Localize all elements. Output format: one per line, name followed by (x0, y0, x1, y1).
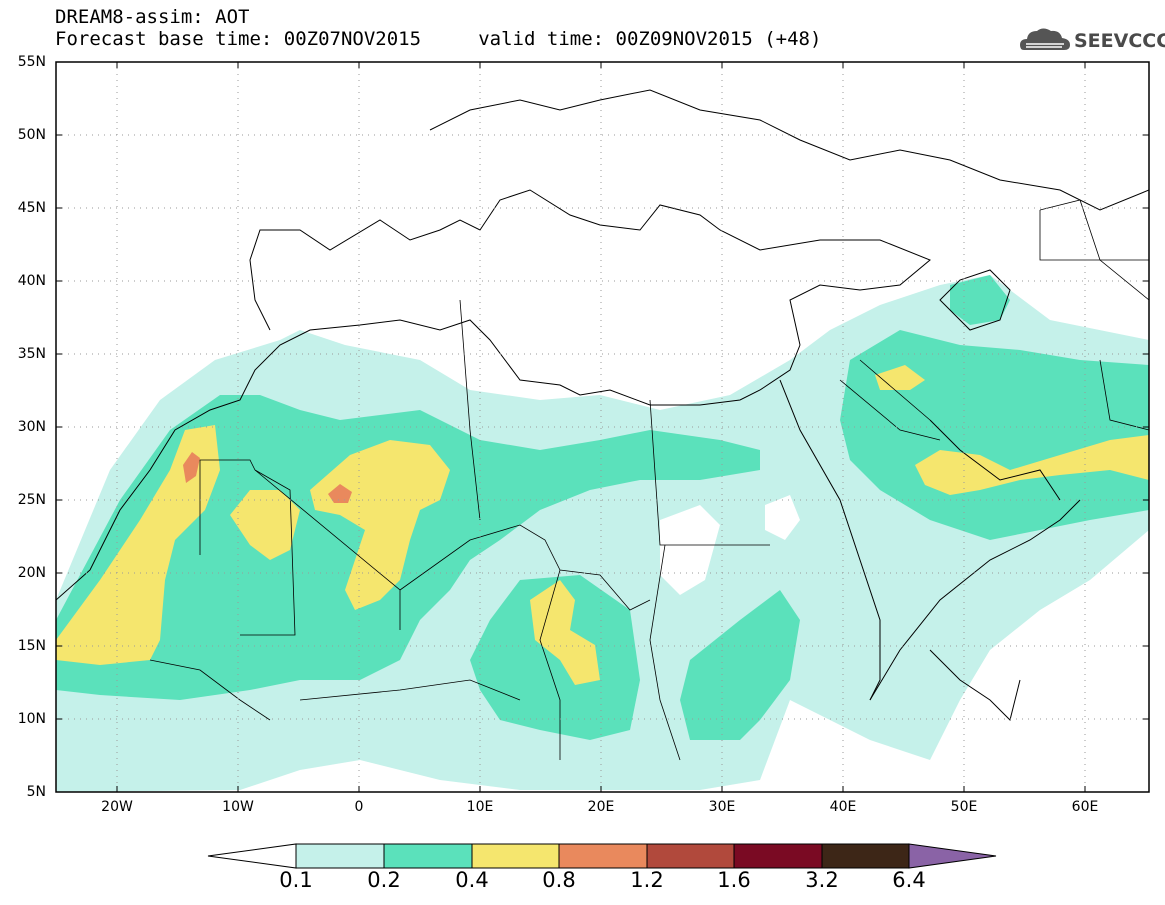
lat-label: 45N (17, 200, 46, 216)
aot-hole (765, 495, 800, 540)
aot-band-0.4 (915, 435, 1149, 495)
colorbar-label: 1.2 (630, 868, 664, 892)
lon-label: 40E (829, 799, 857, 815)
lon-label: 30E (708, 799, 736, 815)
lat-label: 40N (17, 273, 46, 289)
lat-label: 55N (17, 54, 46, 70)
colorbar-swatch (821, 843, 910, 869)
colorbar-swatch (558, 843, 648, 869)
country-borders (149, 199, 1149, 761)
aot-band-0.8 (183, 452, 200, 483)
aot-band-0.4 (310, 440, 450, 610)
axis-ticks (56, 61, 1149, 793)
colorbar-swatch (471, 843, 560, 869)
aot-band-0.2 (950, 275, 1010, 325)
colorbar-swatch (646, 843, 735, 869)
colorbar-high-arrow (908, 843, 997, 869)
colorbar-low-arrow (207, 843, 297, 869)
lat-label: 10N (17, 711, 46, 727)
aot-fields (56, 275, 1149, 792)
lat-label: 5N (26, 784, 46, 800)
aot-band-0.4 (530, 580, 600, 685)
lat-label: 50N (17, 127, 46, 143)
colorbar-label: 1.6 (717, 868, 751, 892)
lat-label: 15N (17, 638, 46, 654)
lat-label: 35N (17, 346, 46, 362)
aot-band-0.2 (680, 590, 800, 740)
colorbar-label: 0.2 (367, 868, 401, 892)
aot-band-0.8 (328, 484, 352, 503)
graticule (56, 62, 1149, 792)
map-frame (55, 61, 1150, 793)
aot-band-0.2 (470, 575, 640, 740)
map-title: DREAM8-assim: AOT (55, 6, 250, 28)
forecast-time-info: Forecast base time: 00Z07NOV2015 valid t… (55, 28, 822, 50)
colorbar-label: 0.4 (455, 868, 489, 892)
aot-band-0.4 (56, 425, 220, 665)
colorbar-label: 0.8 (542, 868, 576, 892)
aot-band-0.4 (230, 490, 300, 560)
lon-label: 10W (222, 799, 254, 815)
cloud-logo-icon (1020, 28, 1070, 50)
lon-label: 60E (1071, 799, 1099, 815)
colorbar-swatch (295, 843, 385, 869)
colorbar-label: 6.4 (892, 868, 926, 892)
colorbar-label: 0.1 (279, 868, 313, 892)
lat-label: 20N (17, 565, 46, 581)
colorbar-swatch (383, 843, 473, 869)
coastlines (56, 89, 1149, 721)
lon-label: 50E (950, 799, 978, 815)
lat-label: 30N (17, 419, 46, 435)
lon-label: 20W (101, 799, 133, 815)
colorbar-label: 3.2 (805, 868, 839, 892)
lon-label: 20E (587, 799, 615, 815)
logo-text: SEEVCCC (1074, 30, 1165, 52)
lon-label: 10E (466, 799, 494, 815)
lon-label: 0 (354, 799, 364, 815)
colorbar-swatch (733, 843, 823, 869)
lat-label: 25N (17, 492, 46, 508)
